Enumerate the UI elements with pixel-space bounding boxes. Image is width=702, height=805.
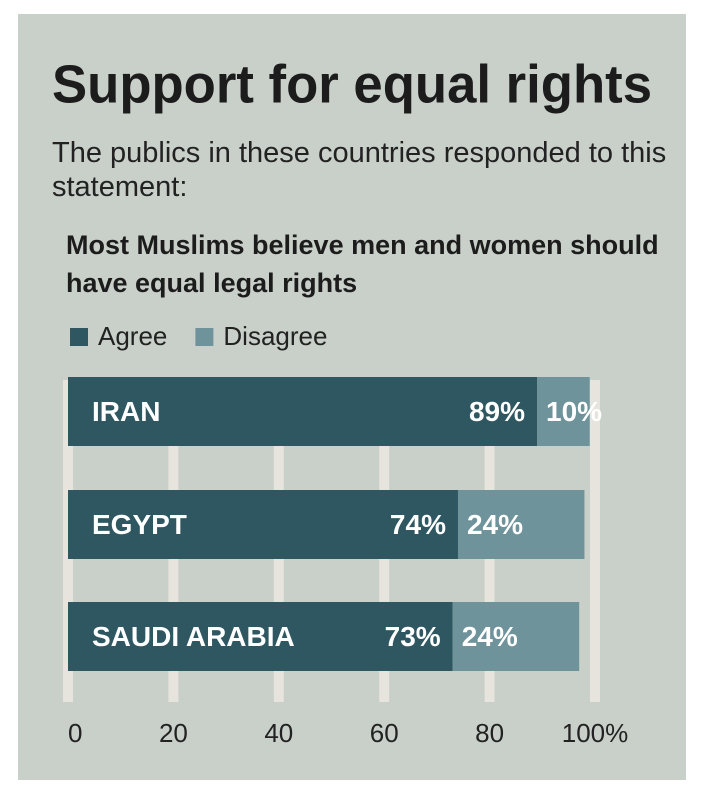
- legend-label: Disagree: [223, 321, 327, 351]
- bar-segment: [68, 377, 538, 446]
- category-label: IRAN: [92, 396, 160, 427]
- category-label: EGYPT: [92, 509, 187, 540]
- bar-segment: [68, 490, 458, 559]
- subtitle: The publics in these countries responded…: [52, 137, 667, 203]
- x-tick-label: 60: [370, 718, 399, 748]
- value-label: 74%: [390, 509, 446, 540]
- value-label: 89%: [469, 396, 525, 427]
- value-label: 73%: [385, 621, 441, 652]
- legend-swatch: [70, 328, 88, 346]
- x-tick-label: 20: [159, 718, 188, 748]
- value-label: 24%: [462, 621, 518, 652]
- statement: Most Muslims believe men and women shoul…: [66, 230, 659, 298]
- x-tick-label: 0: [68, 718, 82, 748]
- category-label: SAUDI ARABIA: [92, 621, 295, 652]
- bar-segment: [457, 490, 585, 559]
- legend-label: Agree: [98, 321, 167, 351]
- bar-segment: [68, 602, 453, 671]
- legend-swatch: [195, 328, 214, 346]
- x-tick-label: 100%: [562, 718, 629, 748]
- bar-segment: [452, 602, 580, 671]
- bar-segment: [537, 377, 590, 446]
- grid-line: [590, 380, 600, 702]
- x-tick-label: 40: [264, 718, 293, 748]
- value-label: 24%: [467, 509, 523, 540]
- x-tick-label: 80: [475, 718, 504, 748]
- subtitle-box: The publics in these countries responded…: [52, 137, 667, 203]
- statement-box: Most Muslims believe men and women shoul…: [66, 230, 659, 298]
- value-label: 10%: [546, 396, 602, 427]
- chart-title: Support for equal rights: [52, 54, 652, 114]
